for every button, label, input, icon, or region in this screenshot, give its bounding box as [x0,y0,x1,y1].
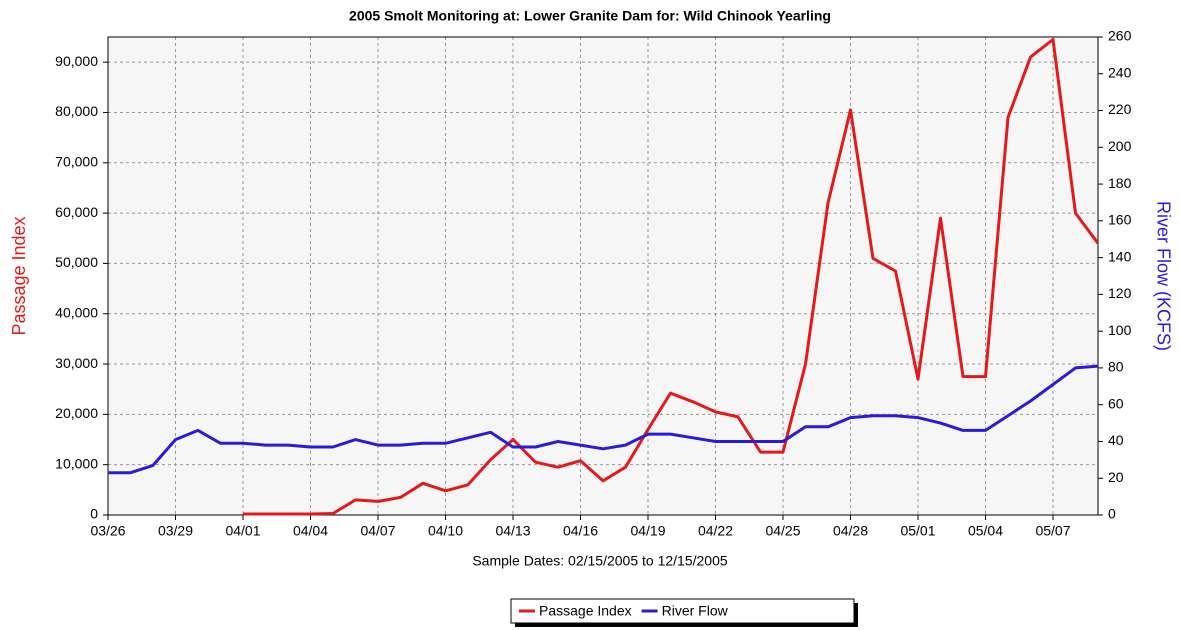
x-tick-label: 04/19 [630,523,665,539]
x-tick-label: 03/26 [90,523,125,539]
y-tick-label: 40,000 [55,304,98,320]
y2-tick-label: 160 [1108,212,1132,228]
y-tick-label: 0 [90,506,98,522]
series-line [108,364,1099,475]
x-tick-label: 04/22 [698,523,733,539]
legend-label: Passage Index [539,603,632,619]
y2-tick-label: 180 [1108,175,1132,191]
y-tick-label: 80,000 [55,103,98,119]
x-tick-label: 04/01 [225,523,260,539]
x-tick-label: 04/25 [765,523,800,539]
y2-tick-label: 80 [1108,359,1124,375]
y2-tick-label: 60 [1108,395,1124,411]
x-tick-label: 04/16 [563,523,598,539]
chart-title: 2005 Smolt Monitoring at: Lower Granite … [349,8,831,24]
y-axis-label: Passage Index [9,216,29,335]
y-tick-label: 20,000 [55,405,98,421]
y2-tick-label: 220 [1108,101,1132,117]
y-tick-label: 60,000 [55,204,98,220]
x-tick-label: 03/29 [158,523,193,539]
x-tick-label: 04/07 [360,523,395,539]
y-tick-label: 10,000 [55,455,98,471]
x-tick-label: 04/13 [495,523,530,539]
y2-tick-label: 260 [1108,28,1132,44]
y-tick-label: 70,000 [55,153,98,169]
series-line [243,38,1100,516]
x-tick-label: 04/28 [833,523,868,539]
x-tick-label: 05/07 [1035,523,1070,539]
x-tick-label: 04/04 [293,523,328,539]
y2-tick-label: 20 [1108,469,1124,485]
y2-tick-label: 0 [1108,506,1116,522]
y2-tick-label: 100 [1108,322,1132,338]
x-tick-label: 04/10 [428,523,463,539]
y2-tick-label: 140 [1108,248,1132,264]
y2-tick-label: 120 [1108,285,1132,301]
y-tick-label: 50,000 [55,254,98,270]
plot-border [107,36,1099,516]
x-tick-label: 05/01 [900,523,935,539]
y2-axis-label: River Flow (KCFS) [1153,201,1173,351]
y-tick-label: 90,000 [55,53,98,69]
x-axis-label: Sample Dates: 02/15/2005 to 12/15/2005 [472,553,728,569]
y2-tick-label: 200 [1108,138,1132,154]
y-tick-label: 30,000 [55,355,98,371]
legend [510,598,855,624]
y2-tick-label: 240 [1108,64,1132,80]
legend-label: River Flow [662,603,729,619]
x-tick-label: 05/04 [968,523,1003,539]
y2-tick-label: 40 [1108,432,1124,448]
